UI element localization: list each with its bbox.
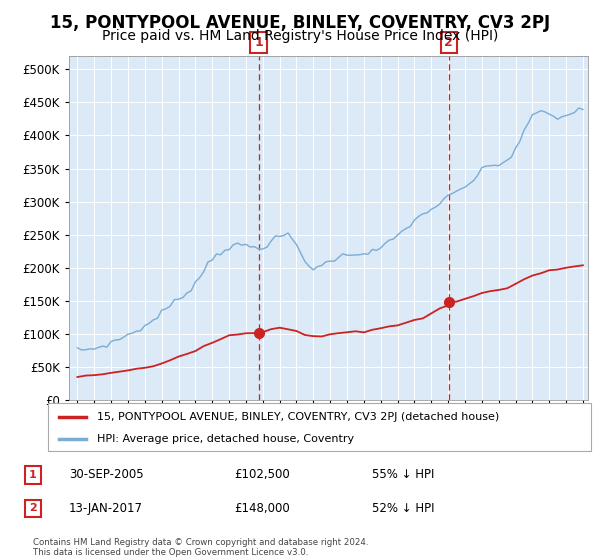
Text: HPI: Average price, detached house, Coventry: HPI: Average price, detached house, Cove… [97,434,354,444]
Text: 2: 2 [29,503,37,514]
Text: 1: 1 [254,36,263,49]
Text: 15, PONTYPOOL AVENUE, BINLEY, COVENTRY, CV3 2PJ (detached house): 15, PONTYPOOL AVENUE, BINLEY, COVENTRY, … [97,412,499,422]
Text: 1: 1 [29,470,37,480]
Text: 13-JAN-2017: 13-JAN-2017 [69,502,143,515]
Text: Contains HM Land Registry data © Crown copyright and database right 2024.
This d: Contains HM Land Registry data © Crown c… [33,538,368,557]
Text: £148,000: £148,000 [234,502,290,515]
Text: 2: 2 [445,36,453,49]
Text: £102,500: £102,500 [234,468,290,482]
Text: 30-SEP-2005: 30-SEP-2005 [69,468,143,482]
Text: 55% ↓ HPI: 55% ↓ HPI [372,468,434,482]
Text: 15, PONTYPOOL AVENUE, BINLEY, COVENTRY, CV3 2PJ: 15, PONTYPOOL AVENUE, BINLEY, COVENTRY, … [50,14,550,32]
FancyBboxPatch shape [48,403,591,451]
Text: Price paid vs. HM Land Registry's House Price Index (HPI): Price paid vs. HM Land Registry's House … [102,29,498,43]
Text: 52% ↓ HPI: 52% ↓ HPI [372,502,434,515]
